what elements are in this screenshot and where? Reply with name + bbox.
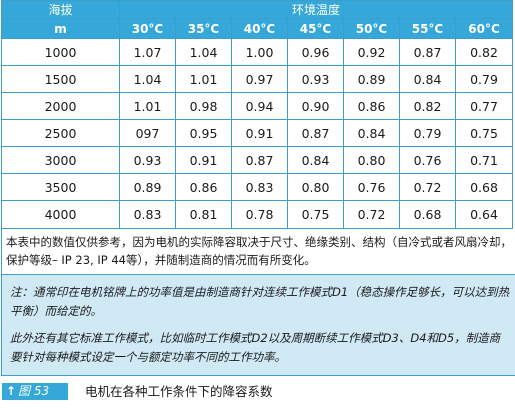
derating-factor-cell: 0.84 [343, 119, 400, 147]
arrow-up-icon: ↑ [6, 384, 17, 398]
derating-factor-cell: 0.82 [399, 92, 456, 120]
derating-figure: 海拔 环境温度 m 30°C 35°C 40°C 45°C 50°C 55°C 60°C 1… [1, 0, 515, 404]
temperature-header: 35°C [175, 18, 232, 39]
derating-factor-cell: 0.86 [343, 92, 400, 120]
altitude-cell: 1500 [1, 65, 120, 93]
derating-factor-cell: 0.72 [399, 173, 456, 201]
derating-factor-cell: 0.75 [454, 119, 514, 147]
derating-factor-cell: 0.80 [287, 173, 344, 201]
table-row: 2000 1.01 0.98 0.94 0.90 0.86 0.82 0.77 [1, 92, 514, 120]
altitude-cell: 3500 [1, 173, 120, 201]
altitude-unit: m [1, 18, 120, 39]
derating-factor-cell: 0.84 [399, 65, 456, 93]
altitude-cell: 4000 [1, 200, 120, 229]
temperature-header: 30°C [119, 18, 176, 39]
table-row: 1500 1.04 1.01 0.97 0.93 0.89 0.84 0.79 [1, 65, 514, 93]
derating-factor-cell: 0.87 [231, 146, 288, 174]
derating-factor-cell: 0.78 [231, 200, 288, 229]
derating-factor-cell: 1.04 [175, 38, 232, 66]
derating-factor-cell: 0.83 [119, 200, 176, 229]
altitude-cell: 3000 [1, 146, 120, 174]
derating-factor-cell: 0.71 [454, 146, 514, 174]
derating-factor-cell: 0.72 [343, 200, 400, 229]
figure-title: 电机在各种工作条件下的降容系数 [85, 384, 273, 399]
figure-caption: ↑ 图 53 电机在各种工作条件下的降容系数 [1, 380, 514, 404]
remark-other-duties: 此外还有其它标准工作模式，比如临时工作模式D2以及周期断续工作模式D3、D4和D… [10, 331, 501, 364]
derating-factor-cell: 097 [119, 119, 176, 147]
derating-factor-cell: 0.82 [454, 38, 514, 66]
derating-factor-cell: 0.76 [343, 173, 400, 201]
derating-factor-cell: 0.89 [119, 173, 176, 201]
table-row: 1000 1.07 1.04 1.00 0.96 0.92 0.87 0.82 [1, 38, 514, 66]
derating-factor-cell: 0.93 [119, 146, 176, 174]
temperature-header: 55°C [399, 18, 456, 39]
derating-table-body: 1000 1.07 1.04 1.00 0.96 0.92 0.87 0.82 1500 1.04… [1, 38, 514, 229]
ambient-temperature-header: 环境温度 [118, 0, 514, 19]
reference-note-text: 本表中的数值仅供参考，因为电机的实际降容取决于尺寸、绝缘类别、结构（自冷式或者风… [6, 235, 512, 267]
derating-factor-cell: 0.75 [287, 200, 344, 229]
derating-factor-cell: 0.64 [454, 200, 514, 229]
derating-factor-cell: 0.92 [343, 38, 400, 66]
derating-factor-cell: 0.81 [175, 200, 232, 229]
altitude-cell: 2000 [1, 92, 120, 120]
derating-factor-cell: 1.01 [119, 92, 176, 120]
figure-label: 图 53 [18, 384, 50, 398]
table-row: 2500 097 0.95 0.91 0.87 0.84 0.79 0.75 [1, 119, 514, 147]
remark-duty-d1: 注：通常印在电机铭牌上的功率值是由制造商针对连续工作模式D1（稳态操作足够长，可… [10, 285, 510, 318]
derating-factor-cell: 0.80 [343, 146, 400, 174]
temperature-header: 40°C [231, 18, 288, 39]
derating-factor-cell: 0.76 [399, 146, 456, 174]
figure-label-tag: ↑ 图 53 [2, 383, 68, 400]
derating-factor-cell: 0.95 [175, 119, 232, 147]
derating-factor-cell: 0.86 [175, 173, 232, 201]
table-row: 4000 0.83 0.81 0.78 0.75 0.72 0.68 0.64 [1, 200, 514, 229]
derating-table: 海拔 环境温度 m 30°C 35°C 40°C 45°C 50°C 55°C 60°C 1… [1, 0, 514, 229]
derating-factor-cell: 0.93 [287, 65, 344, 93]
derating-factor-cell: 0.97 [231, 65, 288, 93]
derating-factor-cell: 0.91 [175, 146, 232, 174]
temperature-header: 60°C [454, 18, 514, 39]
derating-factor-cell: 0.87 [287, 119, 344, 147]
table-row: 3000 0.93 0.91 0.87 0.84 0.80 0.76 0.71 [1, 146, 514, 174]
table-row: 3500 0.89 0.86 0.83 0.80 0.76 0.72 0.68 [1, 173, 514, 201]
derating-factor-cell: 0.68 [399, 200, 456, 229]
derating-factor-cell: 0.98 [175, 92, 232, 120]
derating-factor-cell: 1.00 [231, 38, 288, 66]
derating-factor-cell: 0.91 [231, 119, 288, 147]
remark-box: 注：通常印在电机铭牌上的功率值是由制造商针对连续工作模式D1（稳态操作足够长，可… [1, 275, 515, 376]
derating-factor-cell: 0.68 [454, 173, 514, 201]
derating-factor-cell: 1.04 [119, 65, 176, 93]
derating-factor-cell: 0.87 [399, 38, 456, 66]
derating-factor-cell: 0.89 [343, 65, 400, 93]
derating-factor-cell: 0.94 [231, 92, 288, 120]
derating-factor-cell: 0.79 [454, 65, 514, 93]
derating-factor-cell: 0.77 [454, 92, 514, 120]
derating-factor-cell: 1.01 [175, 65, 232, 93]
altitude-cell: 2500 [1, 119, 120, 147]
altitude-cell: 1000 [1, 38, 120, 66]
temperature-header: 50°C [343, 18, 400, 39]
altitude-header: 海拔 [1, 0, 120, 19]
reference-note: 本表中的数值仅供参考，因为电机的实际降容取决于尺寸、绝缘类别、结构（自冷式或者风… [1, 229, 515, 275]
derating-factor-cell: 0.96 [287, 38, 344, 66]
temperature-header: 45°C [287, 18, 344, 39]
derating-factor-cell: 0.83 [231, 173, 288, 201]
derating-factor-cell: 0.79 [399, 119, 456, 147]
derating-factor-cell: 0.84 [287, 146, 344, 174]
derating-factor-cell: 0.90 [287, 92, 344, 120]
derating-factor-cell: 1.07 [119, 38, 176, 66]
